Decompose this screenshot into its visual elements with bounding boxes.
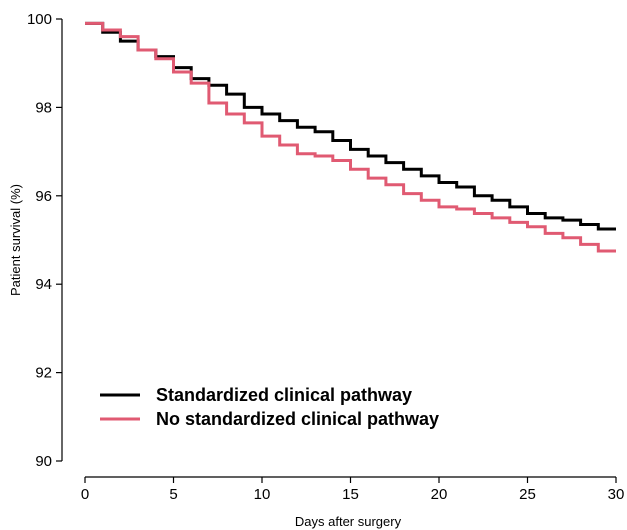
x-tick-label: 20 xyxy=(431,486,448,503)
x-tick-label: 30 xyxy=(608,486,625,503)
x-tick-label: 5 xyxy=(169,486,177,503)
y-tick-label: 96 xyxy=(35,188,52,205)
x-tick-label: 25 xyxy=(519,486,536,503)
series-line-standardized-pathway xyxy=(85,21,616,231)
y-tick-label: 94 xyxy=(35,276,52,293)
x-tick-label: 0 xyxy=(81,486,89,503)
y-tick-label: 92 xyxy=(35,365,52,382)
legend-label: No standardized clinical pathway xyxy=(156,409,439,429)
y-tick-label: 98 xyxy=(35,99,52,116)
legend: Standardized clinical pathway No standard… xyxy=(100,385,439,429)
series-line-no-standardized-pathway xyxy=(85,21,616,253)
y-tick-label: 100 xyxy=(27,11,52,28)
series-lines xyxy=(85,21,616,253)
axes: 90 92 94 96 98 100 0 5 10 15 20 25 30 xyxy=(27,11,624,503)
y-tick-label: 90 xyxy=(35,453,52,470)
x-tick-label: 15 xyxy=(342,486,359,503)
x-tick-label: 10 xyxy=(254,486,271,503)
x-axis-title: Days after surgery xyxy=(295,514,402,529)
legend-label: Standardized clinical pathway xyxy=(156,385,412,405)
y-axis-title: Patient survival (%) xyxy=(8,184,23,296)
